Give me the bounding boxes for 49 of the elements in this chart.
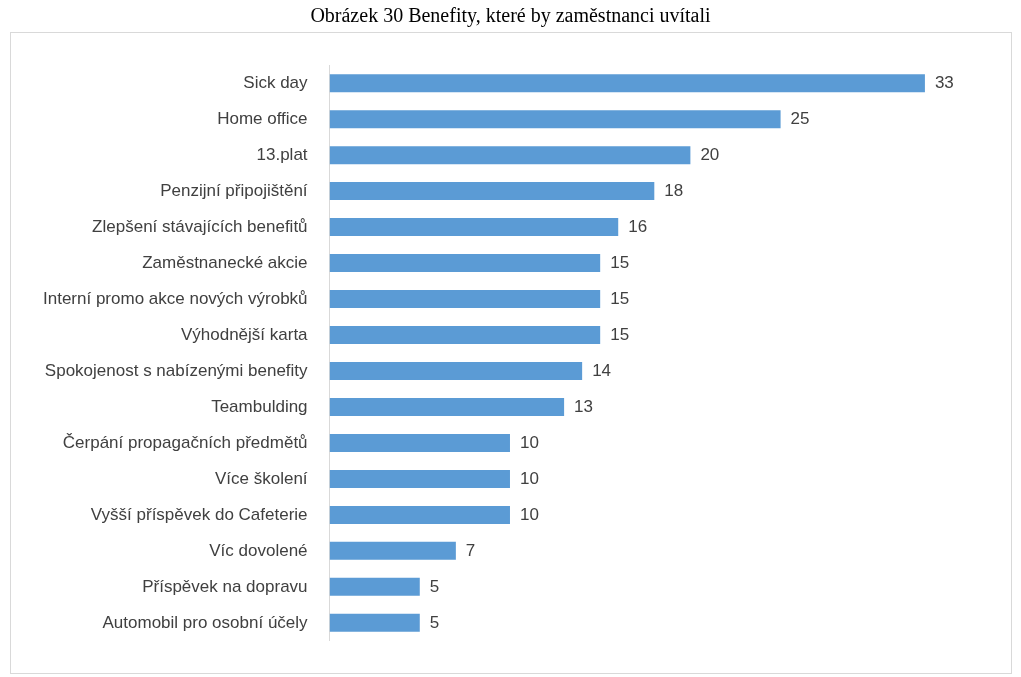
y-tick-label: Interní promo akce nových výrobků xyxy=(42,288,308,308)
data-label: 25 xyxy=(790,108,810,128)
bar xyxy=(329,110,781,129)
y-tick-label: Více školení xyxy=(214,468,308,488)
bar xyxy=(329,182,655,201)
data-label: 15 xyxy=(610,288,630,308)
bar xyxy=(329,469,510,488)
bar xyxy=(329,361,583,380)
data-label: 15 xyxy=(610,252,630,272)
y-tick-label: Sick day xyxy=(243,72,309,92)
y-tick-label: Penzijní připojištění xyxy=(160,180,308,200)
y-tick-label: Zaměstnanecké akcie xyxy=(142,252,308,272)
y-tick-label: Výhodnější karta xyxy=(180,324,309,344)
data-label: 16 xyxy=(628,216,648,236)
data-label: 10 xyxy=(519,504,539,524)
y-tick-label: Teambulding xyxy=(211,396,308,416)
data-label: 14 xyxy=(592,360,612,380)
data-label: 18 xyxy=(664,180,684,200)
y-tick-label: 13.plat xyxy=(256,144,308,164)
data-label: 10 xyxy=(519,432,539,452)
bar xyxy=(329,290,601,309)
bar xyxy=(329,326,601,345)
bar xyxy=(329,433,510,452)
bar xyxy=(329,505,510,524)
y-tick-label: Automobil pro osobní účely xyxy=(102,612,309,632)
bar xyxy=(329,146,691,165)
data-label: 20 xyxy=(700,144,720,164)
data-label: 5 xyxy=(429,576,440,596)
data-label: 7 xyxy=(465,540,476,560)
data-label: 5 xyxy=(429,612,440,632)
y-tick-label: Vyšší příspěvek do Cafeterie xyxy=(90,504,308,524)
bar xyxy=(329,613,420,632)
y-tick-label: Čerpání propagačních předmětů xyxy=(62,432,308,452)
bar xyxy=(329,218,619,237)
bar xyxy=(329,397,565,416)
y-tick-label: Příspěvek na dopravu xyxy=(142,576,308,596)
chart-title: Obrázek 30 Benefity, které by zaměstnanci uvítali xyxy=(309,3,712,29)
y-tick-label: Zlepšení stávajících benefitů xyxy=(92,216,308,236)
y-tick-label: Home office xyxy=(217,108,308,128)
bar xyxy=(329,577,420,596)
bar xyxy=(329,541,456,560)
bar xyxy=(329,74,925,93)
y-tick-label: Spokojenost s nabízenými benefity xyxy=(44,360,309,380)
data-label: 33 xyxy=(934,72,954,92)
data-label: 13 xyxy=(574,396,594,416)
y-tick-label: Víc dovolené xyxy=(209,540,308,560)
bar xyxy=(329,254,601,273)
data-label: 15 xyxy=(610,324,630,344)
data-label: 10 xyxy=(519,468,539,488)
